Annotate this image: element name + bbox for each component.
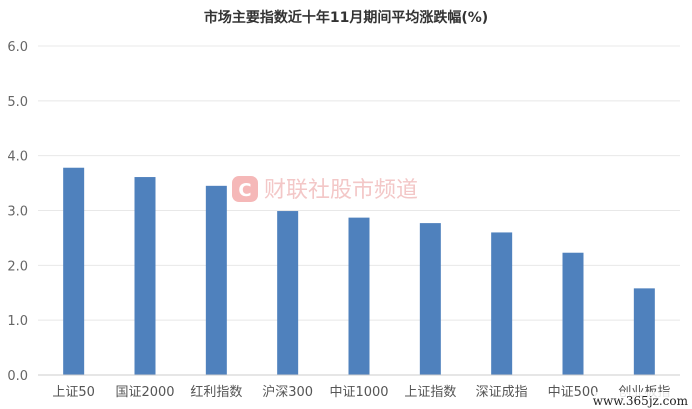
bars <box>63 167 655 375</box>
y-tick-label: 1.0 <box>7 314 28 329</box>
x-tick-label: 深证成指 <box>476 385 528 400</box>
bar <box>205 185 227 375</box>
bar <box>63 167 85 375</box>
y-tick-label: 2.0 <box>7 259 28 274</box>
watermark-logo-letter: C <box>238 180 251 201</box>
x-tick-label: 国证2000 <box>115 385 174 400</box>
site-watermark-bg <box>594 392 692 409</box>
x-tick-label: 中证500 <box>548 385 599 400</box>
chart-title: 市场主要指数近十年11月期间平均涨跌幅(%) <box>204 9 488 26</box>
bar <box>419 223 441 375</box>
y-tick-label: 6.0 <box>7 40 28 55</box>
watermark-brand-text: 财联社股市频道 <box>264 178 418 203</box>
y-tick-label: 4.0 <box>7 150 28 165</box>
bar <box>277 211 299 375</box>
x-tick-label: 中证1000 <box>329 385 388 400</box>
site-watermark: www.365jz.com <box>593 392 692 409</box>
site-watermark-text: www.365jz.com <box>593 394 689 408</box>
x-tick-label: 上证指数 <box>404 385 456 400</box>
y-tick-label: 5.0 <box>7 95 28 110</box>
watermark-logo-icon <box>232 176 258 202</box>
y-axis-ticks: 0.0 1.0 2.0 3.0 4.0 5.0 6.0 <box>7 40 28 384</box>
y-tick-label: 0.0 <box>7 369 28 384</box>
y-tick-label: 3.0 <box>7 205 28 220</box>
x-axis-labels: 上证50国证2000红利指数沪深300中证1000上证指数深证成指中证500创业… <box>52 384 670 400</box>
bar <box>633 288 655 375</box>
bar <box>134 177 156 375</box>
watermark: C 财联社股市频道 <box>232 176 418 203</box>
bar <box>562 252 584 375</box>
bar <box>348 217 370 375</box>
x-tick-label: 沪深300 <box>262 384 313 400</box>
bar <box>491 232 513 375</box>
x-tick-label: 上证50 <box>52 385 95 400</box>
x-tick-label: 红利指数 <box>190 384 242 400</box>
